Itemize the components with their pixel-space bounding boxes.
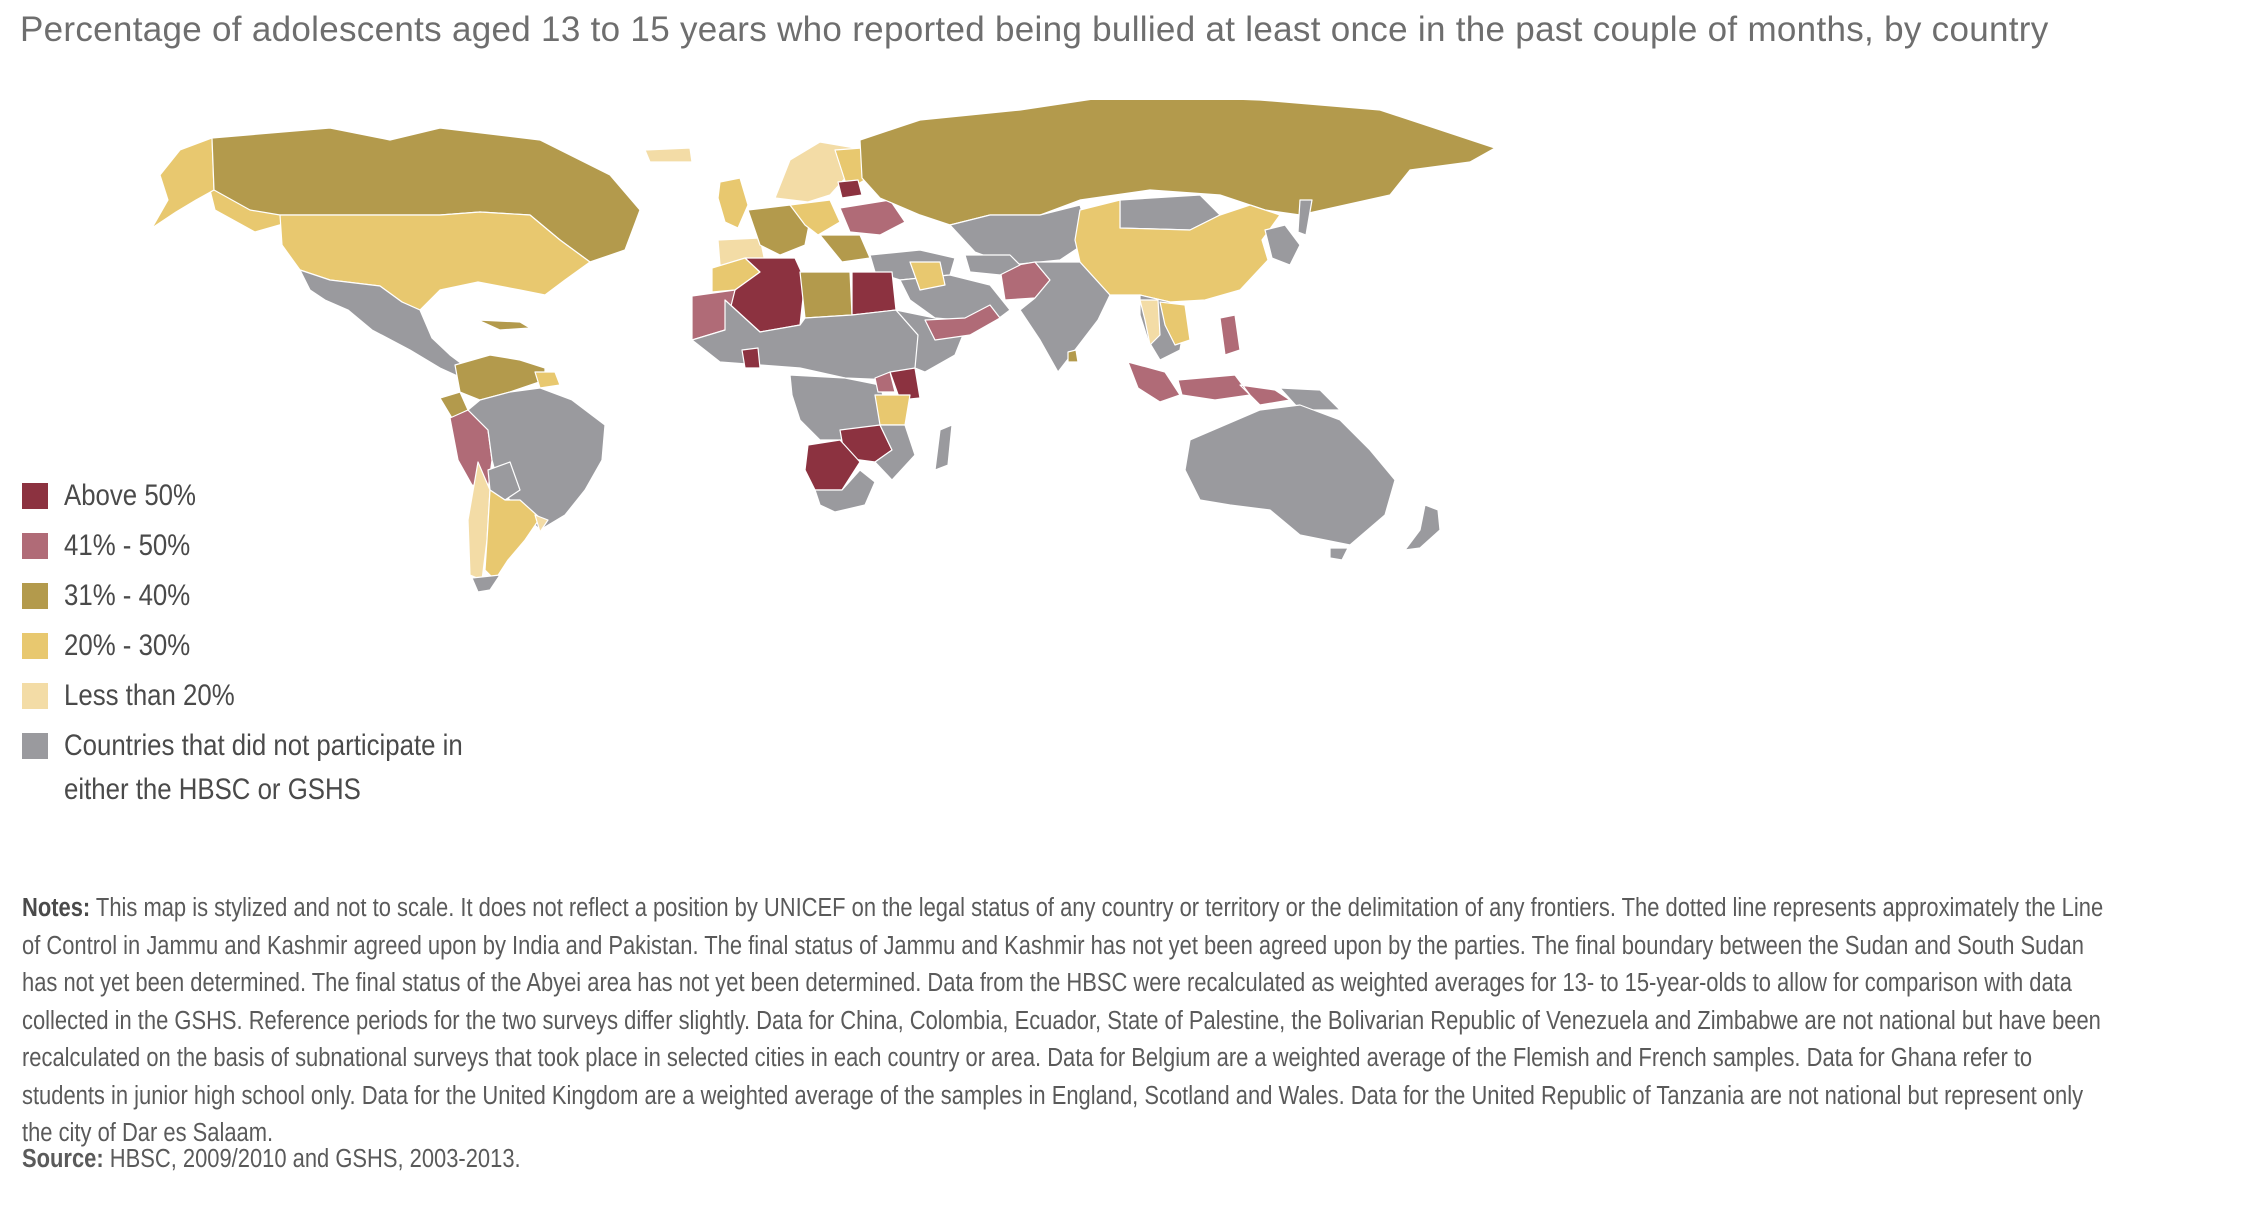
country-region-korea-japan: [1264, 199, 1313, 266]
country-region-new-zealand: [1404, 504, 1441, 551]
legend-swatch-above-50: [22, 483, 48, 509]
country-region-mozambique: [874, 424, 916, 481]
country-region-russia: [859, 100, 1496, 226]
legend-swatch-no-data: [22, 733, 48, 759]
legend-item-31-40: 31% - 40%: [22, 574, 528, 624]
legend-label-31-40: 31% - 40%: [64, 579, 191, 612]
country-region-libya: [799, 271, 853, 319]
world-map: [151, 100, 1496, 593]
legend-label-no-data-line2: either the HBSC or GSHS: [64, 773, 361, 806]
country-region-kenya-uganda: [889, 367, 921, 401]
legend: Above 50% 41% - 50% 31% - 40% 20% - 30% …: [22, 474, 528, 834]
country-region-balkans: [819, 234, 871, 263]
map-title: Percentage of adolescents aged 13 to 15 …: [20, 10, 2049, 49]
source: Source: HBSC, 2009/2010 and GSHS, 2003-2…: [22, 1145, 521, 1174]
legend-item-no-data: Countries that did not participate in ei…: [22, 724, 528, 834]
country-region-baltic: [837, 179, 863, 199]
country-region-cuba: [477, 319, 531, 331]
country-region-thailand: [1139, 299, 1161, 346]
country-region-eastern-europe: [839, 199, 906, 236]
legend-item-less-20: Less than 20%: [22, 674, 528, 724]
source-heading: Source:: [22, 1145, 104, 1173]
legend-label-41-50: 41% - 50%: [64, 529, 191, 562]
country-region-sri-lanka: [1067, 349, 1079, 363]
notes: Notes: This map is stylized and not to s…: [22, 890, 2103, 1153]
country-region-madagascar: [934, 424, 953, 471]
legend-label-no-data: Countries that did not participate in ei…: [64, 724, 463, 812]
legend-label-20-30: 20% - 30%: [64, 629, 191, 662]
legend-label-less-20: Less than 20%: [64, 679, 235, 712]
country-region-uruguay: [534, 514, 549, 533]
notes-text: This map is stylized and not to scale. I…: [22, 894, 2104, 1147]
legend-swatch-less-20: [22, 683, 48, 709]
country-region-bolivia: [487, 461, 521, 501]
country-region-south-africa: [814, 469, 876, 513]
country-region-guyanas: [534, 371, 561, 389]
country-region-iceland: [644, 147, 693, 163]
country-region-alaska: [151, 137, 215, 229]
country-region-argentina: [484, 489, 541, 581]
legend-label-above-50: Above 50%: [64, 479, 196, 512]
country-region-china: [1074, 199, 1281, 303]
legend-item-20-30: 20% - 30%: [22, 624, 528, 674]
country-region-uk-ireland: [717, 177, 749, 229]
country-region-central-europe: [789, 199, 841, 236]
country-region-tasmania: [1329, 547, 1349, 561]
country-region-indonesia: [1127, 361, 1291, 406]
country-region-vietnam-laos: [1159, 301, 1191, 346]
country-region-australia: [1184, 404, 1396, 546]
country-region-uganda-west: [874, 371, 896, 393]
legend-item-41-50: 41% - 50%: [22, 524, 528, 574]
legend-swatch-41-50: [22, 533, 48, 559]
country-region-patagonia: [471, 574, 501, 593]
source-text: HBSC, 2009/2010 and GSHS, 2003-2013.: [109, 1145, 521, 1173]
country-region-tanzania: [874, 394, 911, 426]
country-region-philippines: [1219, 314, 1241, 356]
legend-item-above-50: Above 50%: [22, 474, 528, 524]
legend-label-no-data-line1: Countries that did not participate in: [64, 729, 463, 762]
country-region-iraq-jordan: [909, 261, 946, 291]
notes-heading: Notes:: [22, 894, 91, 922]
country-region-ghana: [741, 347, 761, 369]
country-region-afghanistan: [964, 254, 1021, 276]
legend-swatch-20-30: [22, 633, 48, 659]
country-region-yemen-oman: [924, 304, 1001, 341]
legend-swatch-31-40: [22, 583, 48, 609]
country-region-egypt: [851, 271, 897, 316]
country-region-papua: [1279, 387, 1341, 411]
